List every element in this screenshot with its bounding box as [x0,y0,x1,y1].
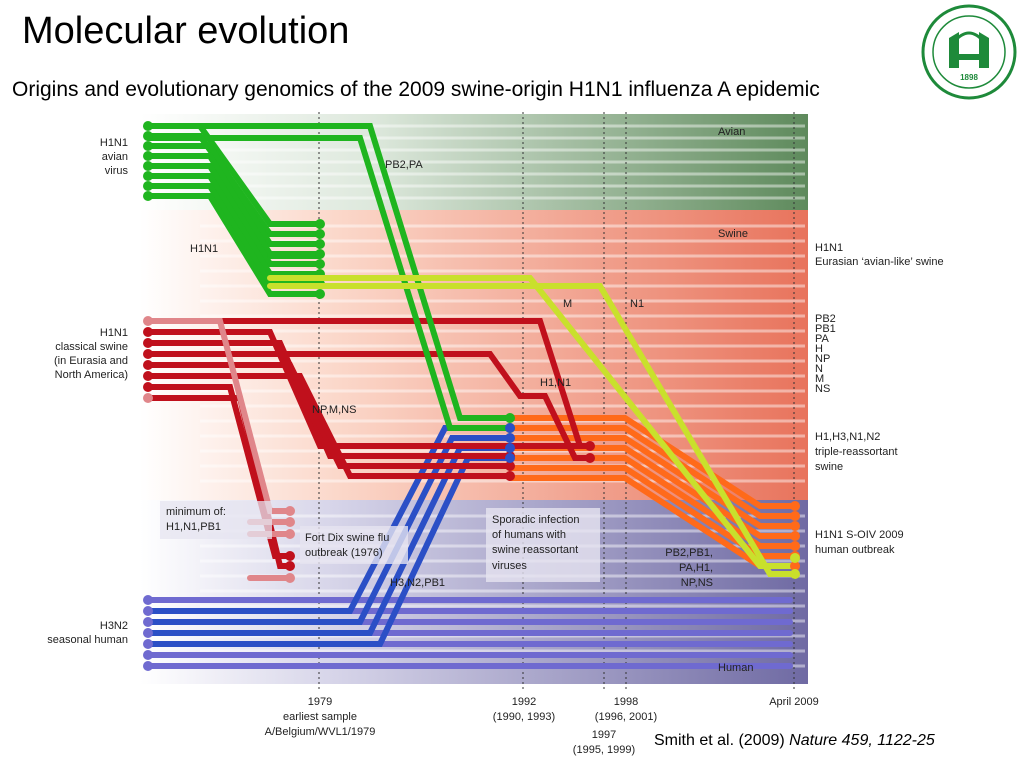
svg-text:NP: NP [815,353,830,365]
svg-text:(1990, 1993): (1990, 1993) [493,711,555,723]
svg-text:H1N1: H1N1 [100,327,128,339]
band-label-avian: Avian [718,126,745,138]
citation: Smith et al. (2009) Nature 459, 1122-25 [654,732,935,750]
svg-text:Sporadic infection: Sporadic infection [492,514,579,526]
annot-h1n1-classic: H1,N1 [540,377,571,389]
annot-sporadic: Sporadic infection of humans with swine … [492,514,579,572]
logo-year: 1898 [960,73,978,82]
green-lineages [145,123,513,431]
svg-text:H: H [815,343,823,355]
timeline-1979: 1979 earliest sample A/Belgium/WVL1/1979 [265,696,376,738]
svg-text:H1,N1,PB1: H1,N1,PB1 [166,521,221,533]
svg-text:N: N [815,363,823,375]
svg-text:(in Eurasia and: (in Eurasia and [54,355,128,367]
svg-text:PA: PA [815,333,830,345]
annot-npmns: NP,M,NS [312,404,356,416]
svg-text:1998: 1998 [614,696,638,708]
svg-text:Eurasian ‘avian-like’ swine: Eurasian ‘avian-like’ swine [815,256,944,268]
svg-text:swine reassortant: swine reassortant [492,544,578,556]
svg-text:PA,H1,: PA,H1, [679,562,713,574]
svg-text:NS: NS [815,383,830,395]
svg-text:Fort Dix swine flu: Fort Dix swine flu [305,532,389,544]
left-label-human: H3N2 seasonal human [47,620,128,646]
lineage-dots [143,316,800,671]
svg-text:classical swine: classical swine [55,341,128,353]
band-label-human: Human [718,662,753,674]
right-label-eurasian: H1N1 Eurasian ‘avian-like’ swine [815,242,944,268]
annot-minimum: minimum of: H1,N1,PB1 [166,506,226,533]
svg-text:(1996, 2001): (1996, 2001) [595,711,657,723]
svg-text:H1N1: H1N1 [100,137,128,149]
svg-text:H1N1: H1N1 [815,242,843,254]
left-label-classical: H1N1 classical swine (in Eurasia and Nor… [54,327,128,381]
svg-text:minimum of:: minimum of: [166,506,226,518]
svg-text:triple-reassortant: triple-reassortant [815,446,898,458]
svg-text:H1N1 S-OIV 2009: H1N1 S-OIV 2009 [815,529,904,541]
svg-text:earliest sample: earliest sample [283,711,357,723]
svg-text:outbreak (1976): outbreak (1976) [305,547,383,559]
svg-text:H1,H3,N1,N2: H1,H3,N1,N2 [815,431,880,443]
annot-n1: N1 [630,298,644,310]
left-label-avian: H1N1 avian virus [100,137,129,177]
timeline-1997: 1997 (1995, 1999) [573,729,635,756]
slide-subtitle: Origins and evolutionary genomics of the… [12,78,820,101]
annot-fortdix: Fort Dix swine flu outbreak (1976) [305,532,389,559]
svg-text:viruses: viruses [492,560,527,572]
yellow-lineages [267,275,798,577]
annot-h1n1-swine: H1N1 [190,243,218,255]
timeline-2009: April 2009 [769,696,819,708]
svg-text:NP,NS: NP,NS [681,577,713,589]
timeline-1992: 1992 (1990, 1993) [493,696,555,723]
svg-text:1992: 1992 [512,696,536,708]
right-label-soiv: H1N1 S-OIV 2009 human outbreak [815,529,904,556]
svg-text:swine: swine [815,461,843,473]
fortdix-box [300,526,408,564]
phylogeny-diagram: Avian Swine Human H1N1 avian virus H1N1 … [47,112,944,756]
annot-pb2pb1: PB2,PB1, PA,H1, NP,NS [665,547,713,589]
svg-text:virus: virus [105,165,129,177]
annot-m: M [563,298,572,310]
timeline-1998: 1998 (1996, 2001) [595,696,657,723]
svg-text:seasonal human: seasonal human [47,634,128,646]
annot-h3n2pb1: H3,N2,PB1 [390,577,445,589]
right-label-segments: PB2 PB1 PA H NP N M NS [815,313,836,395]
green-end-dots [143,121,515,433]
band-label-swine: Swine [718,228,748,240]
svg-text:PB2,PB1,: PB2,PB1, [665,547,713,559]
svg-text:1997: 1997 [592,729,616,741]
svg-text:North America): North America) [55,369,128,381]
slide-title: Molecular evolution [22,10,350,52]
university-logo: 1898 [921,4,1017,100]
svg-text:H3N2: H3N2 [100,620,128,632]
svg-text:human outbreak: human outbreak [815,544,895,556]
svg-text:PB2: PB2 [815,313,836,325]
svg-text:PB1: PB1 [815,323,836,335]
citation-authors: Smith et al. (2009) [654,732,790,749]
svg-text:1979: 1979 [308,696,332,708]
minimum-box [160,501,272,539]
svg-text:of humans with: of humans with [492,529,566,541]
svg-text:avian: avian [102,151,128,163]
citation-journal: Nature 459, 1122-25 [789,732,935,749]
svg-text:A/Belgium/WVL1/1979: A/Belgium/WVL1/1979 [265,726,376,738]
svg-text:M: M [815,373,824,385]
svg-text:(1995, 1999): (1995, 1999) [573,744,635,756]
sporadic-box [486,508,600,582]
annot-pb2pa: PB2,PA [385,159,423,171]
right-label-triple: H1,H3,N1,N2 triple-reassortant swine [815,431,898,473]
